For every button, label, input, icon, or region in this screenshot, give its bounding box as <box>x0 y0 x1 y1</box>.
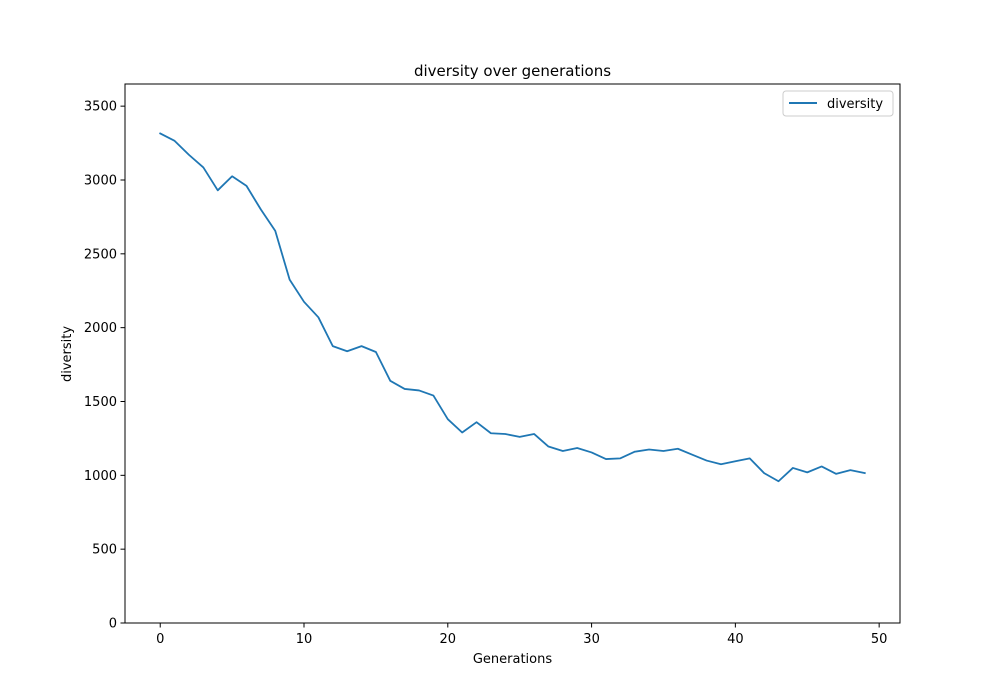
data-point <box>863 471 867 475</box>
data-point <box>848 468 852 472</box>
y-tick-label: 3500 <box>84 100 117 115</box>
x-axis-ticks: 0 10 20 30 40 50 <box>156 623 887 647</box>
data-point <box>388 379 392 383</box>
data-point <box>259 208 263 212</box>
data-point <box>360 344 364 348</box>
y-tick-label: 1000 <box>84 469 117 484</box>
x-tick-label: 0 <box>156 632 164 647</box>
data-point <box>575 446 579 450</box>
data-point <box>216 188 220 192</box>
data-point <box>777 479 781 483</box>
data-point <box>618 456 622 460</box>
data-point <box>431 394 435 398</box>
x-tick-label: 40 <box>727 632 744 647</box>
data-point <box>590 450 594 454</box>
data-point <box>719 462 723 466</box>
data-point <box>417 388 421 392</box>
y-axis-ticks: 0 500 1000 1500 2000 2500 3000 3500 <box>84 100 125 632</box>
data-point <box>475 420 479 424</box>
series-line-diversity <box>159 132 866 483</box>
data-point <box>748 456 752 460</box>
x-tick-label: 30 <box>583 632 600 647</box>
data-point <box>546 445 550 449</box>
data-point <box>201 165 205 169</box>
data-point <box>374 350 378 354</box>
y-tick-label: 0 <box>109 617 117 632</box>
y-tick-label: 2000 <box>84 321 117 336</box>
data-point <box>489 431 493 435</box>
data-point <box>820 464 824 468</box>
data-point <box>604 457 608 461</box>
data-point <box>230 174 234 178</box>
data-point <box>158 131 162 135</box>
legend-box <box>782 90 894 117</box>
data-point <box>316 315 320 319</box>
data-point <box>331 344 335 348</box>
x-tick-label: 50 <box>871 632 888 647</box>
x-tick-label: 20 <box>440 632 457 647</box>
data-point <box>173 139 177 143</box>
data-point <box>532 432 536 436</box>
data-point <box>805 470 809 474</box>
data-point <box>288 278 292 282</box>
y-tick-label: 2500 <box>84 247 117 262</box>
data-point <box>244 184 248 188</box>
data-point <box>403 387 407 391</box>
data-point <box>446 417 450 421</box>
data-point <box>647 447 651 451</box>
data-point <box>302 300 306 304</box>
x-axis-label: Generations <box>473 652 553 667</box>
data-point <box>676 447 680 451</box>
legend-label-diversity: diversity <box>827 97 883 112</box>
chart-title: diversity over generations <box>414 62 611 80</box>
data-point <box>561 449 565 453</box>
y-tick-label: 1500 <box>84 395 117 410</box>
plot-frame <box>124 83 901 624</box>
data-point <box>460 431 464 435</box>
data-point <box>503 432 507 436</box>
series-layer <box>158 131 867 483</box>
data-point <box>633 450 637 454</box>
data-point <box>705 459 709 463</box>
data-point <box>834 472 838 476</box>
data-point <box>345 349 349 353</box>
y-axis-label: diversity <box>60 326 75 382</box>
data-point <box>187 153 191 157</box>
data-point <box>690 453 694 457</box>
data-point <box>273 229 277 233</box>
y-tick-label: 3000 <box>84 173 117 188</box>
legend: diversity <box>782 90 894 117</box>
data-point <box>791 466 795 470</box>
y-tick-label: 500 <box>92 543 117 558</box>
data-point <box>661 449 665 453</box>
data-point <box>518 435 522 439</box>
x-tick-label: 10 <box>296 632 313 647</box>
data-point <box>733 459 737 463</box>
data-point <box>762 471 766 475</box>
